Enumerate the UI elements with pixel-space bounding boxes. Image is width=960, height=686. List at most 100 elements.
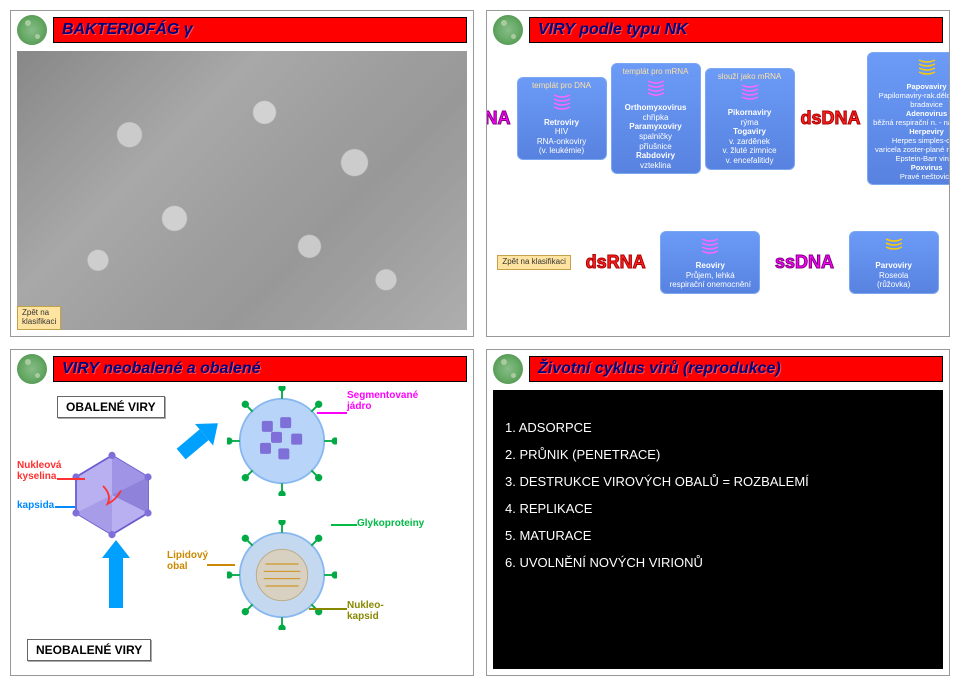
panel-bacteriophage: BAKTERIOFÁG γ Zpět na klasifikaci <box>10 10 474 337</box>
t: Orthomyxovirus <box>616 103 696 113</box>
virus-naked-diagram <box>67 450 157 540</box>
nk-body: ssRNA templát pro DNA Retroviry HIV RNA-… <box>493 51 943 330</box>
t: bradavice <box>910 100 943 109</box>
row-top: ssRNA templát pro DNA Retroviry HIV RNA-… <box>493 51 943 187</box>
step: 4. REPLIKACE <box>505 501 931 516</box>
label-dsrna: dsRNA <box>584 252 648 273</box>
em-micrograph <box>17 51 467 330</box>
card-retroviry: templát pro DNA Retroviry HIV RNA-onkovi… <box>517 77 607 160</box>
p3-body: OBALENÉ VIRY NEOBALENÉ VIRY <box>17 390 467 669</box>
card-head: templát pro mRNA <box>623 67 689 76</box>
label-nukleova: Nukleová kyselina <box>17 460 61 482</box>
panel-title: VIRY neobalené a obalené <box>53 356 467 382</box>
t: Togaviry <box>710 127 790 137</box>
leader <box>309 608 347 610</box>
panel-header: Životní cyklus virů (reprodukce) <box>487 350 949 388</box>
leader <box>207 564 235 566</box>
t: RNA-onkoviry <box>537 137 586 146</box>
card-parvo: Parvoviry Roseola (růžovka) <box>849 231 939 294</box>
leader <box>331 524 357 526</box>
row-bottom: Zpět na klasifikaci dsRNA Reoviry Průjem… <box>493 195 943 331</box>
panel-header: VIRY neobalené a obalené <box>11 350 473 388</box>
label-obalene: OBALENÉ VIRY <box>57 396 165 418</box>
label-dsdna: dsDNA <box>799 108 863 129</box>
panel-obalene: VIRY neobalené a obalené OBALENÉ VIRY NE… <box>10 349 474 676</box>
panel-title: Životní cyklus virů (reprodukce) <box>529 356 943 382</box>
t: (v. leukémie) <box>539 146 584 155</box>
card-orthomyxo: templát pro mRNA Orthomyxovirus chřipka … <box>611 63 701 174</box>
t: Pravé neštovice <box>900 172 950 181</box>
arrow-icon <box>195 412 227 445</box>
helix-icon <box>616 79 696 102</box>
t: Papovaviry <box>872 82 950 91</box>
label-lipid: Lipidový obal <box>167 550 208 572</box>
virus-env-top-diagram <box>227 386 337 496</box>
t: Pikornaviry <box>710 108 790 118</box>
t: rýma <box>741 118 759 127</box>
label-ssdna: ssDNA <box>773 252 836 273</box>
virus-icon <box>17 15 47 45</box>
panel-viry-nk: VIRY podle typu NK ssRNA templát pro DNA… <box>486 10 950 337</box>
label-ssrna: ssRNA <box>486 108 513 129</box>
helix-icon <box>872 58 950 80</box>
t: běžná respirační n. - nachlazení <box>873 118 950 127</box>
helix-icon <box>854 237 934 260</box>
panel-zivotni-cyklus: Životní cyklus virů (reprodukce) 1. ADSO… <box>486 349 950 676</box>
helix-icon <box>665 237 755 260</box>
back-classification-button[interactable]: Zpět na klasifikaci <box>17 306 61 330</box>
t: spalničky <box>639 132 672 141</box>
step: 5. MATURACE <box>505 528 931 543</box>
card-head: templát pro DNA <box>532 81 591 90</box>
t: varicela zoster-plané neštovice <box>875 145 950 154</box>
t: HIV <box>555 127 568 136</box>
step: 1. ADSORPCE <box>505 420 931 435</box>
helix-icon <box>710 83 790 106</box>
label-neobalene: NEOBALENÉ VIRY <box>27 639 151 661</box>
virus-env-bottom-diagram <box>227 520 337 630</box>
panel-header: VIRY podle typu NK <box>487 11 949 49</box>
t: Reoviry <box>665 261 755 271</box>
virus-icon <box>17 354 47 384</box>
step: 2. PRŮNIK (PENETRACE) <box>505 447 931 462</box>
label-nukleokapsid: Nukleo- kapsid <box>347 600 384 622</box>
card-pikorna: slouží jako mRNA Pikornaviry rýma Togavi… <box>705 68 795 170</box>
t: Průjem, lehká <box>686 271 735 280</box>
step: 3. DESTRUKCE VIROVÝCH OBALŮ = ROZBALEMÍ <box>505 474 931 489</box>
label-segment: Segmentované jádro <box>347 390 418 412</box>
card-head: slouží jako mRNA <box>718 72 782 81</box>
card-reoviry: Reoviry Průjem, lehká respirační onemocn… <box>660 231 760 294</box>
t: Paramyxoviry <box>616 122 696 132</box>
leader <box>57 478 85 480</box>
helix-icon <box>522 93 602 116</box>
t: Parvoviry <box>854 261 934 271</box>
card-papova: Papovaviry Papilomaviry-rak.dělož.čípku … <box>867 52 950 185</box>
label-glyko: Glykoproteiny <box>357 518 424 529</box>
t: chřipka <box>643 113 669 122</box>
lifecycle-list: 1. ADSORPCE 2. PRŮNIK (PENETRACE) 3. DES… <box>493 390 943 669</box>
t: v. žluté zimnice <box>722 146 776 155</box>
leader <box>317 412 347 414</box>
panel-header: BAKTERIOFÁG γ <box>11 11 473 49</box>
arrow-icon <box>102 540 130 558</box>
virus-icon <box>493 354 523 384</box>
t: Retroviry <box>522 118 602 128</box>
t: Herpes simples-opar <box>892 136 950 145</box>
t: respirační onemocnění <box>670 280 751 289</box>
leader <box>55 506 75 508</box>
virus-icon <box>493 15 523 45</box>
t: příušnice <box>639 142 671 151</box>
label-kapsida: kapsida <box>17 500 54 511</box>
back-classification-button[interactable]: Zpět na klasifikaci <box>497 255 571 270</box>
panel-title: VIRY podle typu NK <box>529 17 943 43</box>
step: 6. UVOLNĚNÍ NOVÝCH VIRIONŮ <box>505 555 931 570</box>
t: Adenovirus <box>872 109 950 118</box>
t: Herpeviry <box>872 127 950 136</box>
t: v. zarděnek <box>729 137 770 146</box>
t: Rabdoviry <box>616 151 696 161</box>
t: (růžovka) <box>877 280 910 289</box>
t: v. encefalitidy <box>726 156 774 165</box>
t: Roseola <box>879 271 908 280</box>
t: Poxvirus <box>872 163 950 172</box>
t: vzteklina <box>640 161 671 170</box>
panel-title: BAKTERIOFÁG γ <box>53 17 467 43</box>
